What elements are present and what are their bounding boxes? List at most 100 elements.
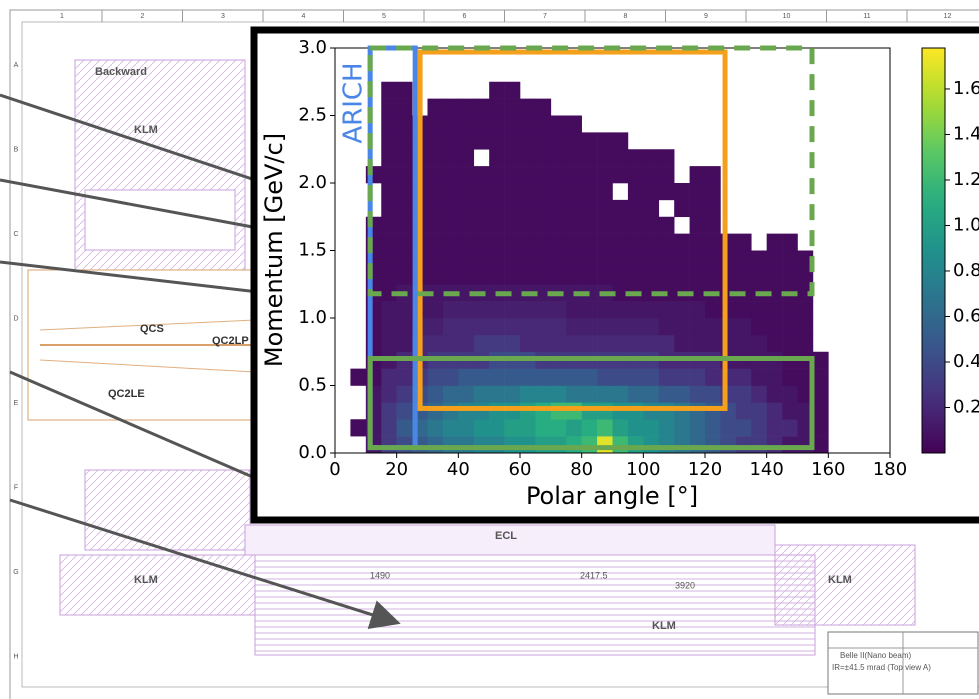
column-number: 7 [543, 13, 547, 20]
heatmap-cell [674, 251, 690, 268]
heatmap-cell [397, 99, 413, 116]
title-block-text: Belle II(Nano beam) [840, 651, 911, 660]
heatmap-cell [813, 386, 829, 403]
heatmap-cell [458, 267, 474, 284]
heatmap-cell [520, 166, 536, 183]
heatmap-cell [443, 419, 459, 436]
heatmap-cell [551, 116, 567, 133]
heatmap-cell [381, 116, 397, 133]
heatmap-cell [428, 99, 444, 116]
heatmap-cell [690, 200, 706, 217]
heatmap-cell [397, 369, 413, 386]
drawing-label: Backward [95, 66, 147, 78]
heatmap-cell [397, 335, 413, 352]
heatmap-cell [489, 386, 505, 403]
heatmap-cell [474, 251, 490, 268]
heatmap-cell [582, 301, 598, 318]
heatmap-cell [458, 335, 474, 352]
heatmap-cell [397, 82, 413, 99]
heatmap-cell [535, 149, 551, 166]
heatmap-cell [597, 200, 613, 217]
column-number: 3 [221, 13, 225, 20]
y-tick-label: 3.0 [298, 37, 327, 58]
heatmap-cell [551, 166, 567, 183]
heatmap-cell [674, 234, 690, 251]
heatmap-cell [381, 335, 397, 352]
heatmap-cell [458, 436, 474, 453]
x-tick-label: 20 [385, 459, 408, 480]
heatmap-cell [535, 200, 551, 217]
heatmap-cell [613, 149, 629, 166]
heatmap-cell [628, 251, 644, 268]
colorbar-tick-label: 1.2 [953, 169, 979, 190]
heatmap-cell [397, 318, 413, 335]
heatmap-cell [397, 419, 413, 436]
column-number: 11 [863, 13, 870, 20]
heatmap-cell [458, 166, 474, 183]
heatmap-cell [474, 267, 490, 284]
heatmap-cell [381, 149, 397, 166]
heatmap-cell [489, 251, 505, 268]
heatmap-cell [705, 251, 721, 268]
heatmap-cell [474, 217, 490, 234]
heatmap-cell [597, 166, 613, 183]
row-letter: A [14, 62, 19, 69]
heatmap-cell [489, 234, 505, 251]
heatmap-cell [489, 183, 505, 200]
heatmap-cell [489, 335, 505, 352]
drawing-label: KLM [828, 574, 852, 586]
heatmap-cell [505, 82, 521, 99]
heatmap-cell [458, 386, 474, 403]
heatmap-cell [458, 234, 474, 251]
heatmap-cell [551, 419, 567, 436]
drawing-label: QC2LP [212, 335, 249, 347]
heatmap-cell [381, 251, 397, 268]
heatmap-cell [628, 234, 644, 251]
heatmap-cell [705, 166, 721, 183]
heatmap-cell [428, 200, 444, 217]
heatmap-cell [736, 267, 752, 284]
heatmap-cell [566, 318, 582, 335]
heatmap-cell [643, 234, 659, 251]
heatmap-cell [659, 267, 675, 284]
heatmap-cell [474, 419, 490, 436]
heatmap-cell [535, 436, 551, 453]
heatmap-cell [458, 251, 474, 268]
heatmap-cell [381, 267, 397, 284]
heatmap-cell [659, 318, 675, 335]
heatmap-cell [489, 301, 505, 318]
heatmap-cell [690, 335, 706, 352]
heatmap-cell [643, 149, 659, 166]
heatmap-cell [458, 183, 474, 200]
heatmap-cell [582, 267, 598, 284]
heatmap-cell [582, 149, 598, 166]
heatmap-cell [613, 436, 629, 453]
heatmap-cell [582, 183, 598, 200]
heatmap-cell [751, 301, 767, 318]
heatmap-cell [643, 318, 659, 335]
row-letter: D [13, 315, 18, 322]
heatmap-cell [505, 217, 521, 234]
x-tick-label: 160 [811, 459, 845, 480]
heatmap-cell [582, 436, 598, 453]
title-block-text: IR=±41.5 mrad (Top view A) [832, 663, 931, 672]
heatmap-cell [597, 267, 613, 284]
heatmap-cell [643, 436, 659, 453]
dimension-label: 1490 [370, 570, 390, 580]
heatmap-cell [597, 369, 613, 386]
heatmap-cell [520, 251, 536, 268]
heatmap-cell [628, 200, 644, 217]
region-label: ARICH [339, 62, 369, 143]
heatmap-cell [674, 386, 690, 403]
heatmap-cell [535, 386, 551, 403]
heatmap-cell [458, 369, 474, 386]
heatmap-cell [597, 402, 613, 419]
heatmap-cell [705, 217, 721, 234]
heatmap-cell [428, 369, 444, 386]
heatmap-cell [551, 132, 567, 149]
x-tick-label: 60 [509, 459, 532, 480]
x-tick-label: 120 [688, 459, 722, 480]
heatmap-cell [582, 217, 598, 234]
heatmap-cell [628, 301, 644, 318]
heatmap-cell [674, 335, 690, 352]
